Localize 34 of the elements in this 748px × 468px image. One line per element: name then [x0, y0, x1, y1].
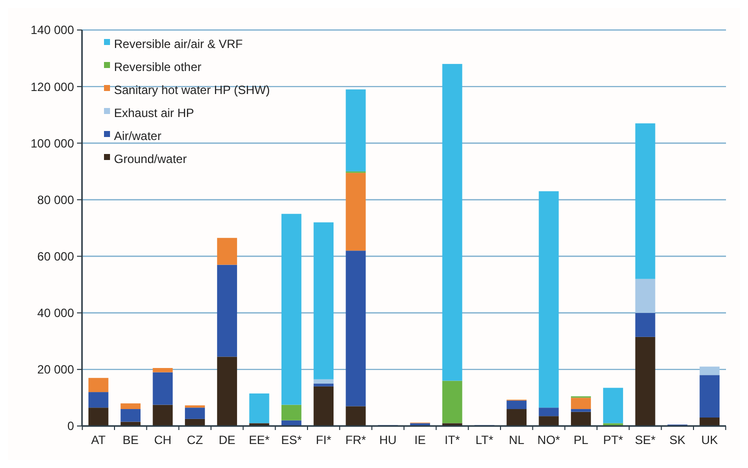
legend-label: Exhaust air HP: [114, 106, 194, 120]
legend-label: Reversible other: [114, 60, 202, 74]
x-tick-label: DE: [218, 433, 236, 447]
x-tick-label: SE*: [634, 433, 656, 447]
x-tick-label: BE: [122, 433, 139, 447]
x-tick-label: IE: [414, 433, 426, 447]
x-tick-label: PL: [574, 433, 589, 447]
x-tick-label: FR*: [345, 433, 366, 447]
x-tick-label: ES*: [281, 433, 302, 447]
y-tick-label: 120 000: [30, 80, 74, 94]
legend-label: Ground/water: [114, 152, 187, 166]
x-tick-label: LT*: [476, 433, 494, 447]
x-tick-label: IT*: [444, 433, 460, 447]
legend-label: Air/water: [114, 129, 162, 144]
legend-label: Sanitary hot water HP (SHW): [114, 83, 270, 98]
y-tick-label: 40 000: [37, 306, 74, 320]
y-tick-label: 140 000: [30, 23, 74, 38]
x-tick-label: FI*: [316, 433, 332, 447]
x-tick-label: EE*: [248, 433, 270, 447]
x-tick-label: CZ: [186, 433, 203, 447]
y-tick-label: 100 000: [30, 136, 74, 150]
x-tick-label: NL: [508, 433, 525, 447]
y-tick-label: 60 000: [37, 249, 74, 264]
y-tick-label: 80 000: [37, 192, 74, 207]
y-tick-label: 0: [67, 419, 74, 434]
x-tick-label: UK: [701, 433, 718, 447]
x-tick-label: PT*: [603, 433, 624, 447]
x-tick-label: AT: [91, 433, 106, 447]
x-tick-label: SK: [669, 433, 686, 447]
legend-label: Reversible air/air & VRF: [114, 37, 243, 52]
x-tick-label: HU: [379, 433, 397, 447]
x-tick-label: NO*: [537, 433, 560, 447]
y-tick-label: 20 000: [37, 362, 74, 377]
x-tick-label: CH: [154, 433, 172, 447]
